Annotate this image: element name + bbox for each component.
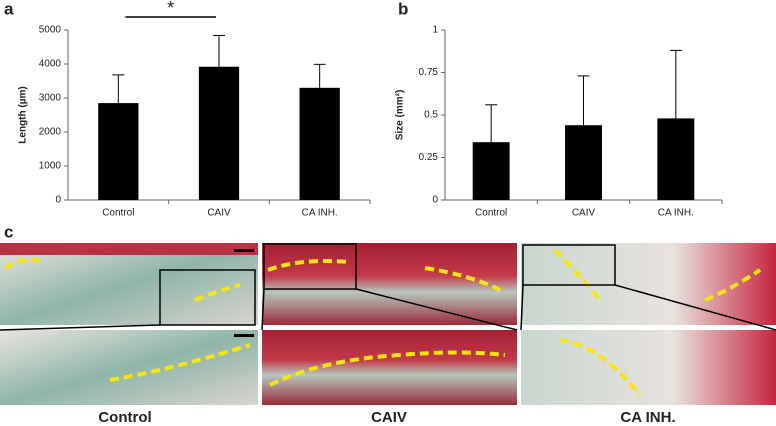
x-tick-label: Control bbox=[102, 208, 134, 219]
y-tick-label: 0 bbox=[55, 195, 61, 206]
x-tick-label: CA INH. bbox=[302, 208, 338, 219]
bar bbox=[657, 118, 695, 200]
y-tick-label: 5000 bbox=[39, 25, 62, 36]
caption: CAIV bbox=[371, 409, 407, 426]
x-tick-label: CA INH. bbox=[658, 208, 694, 219]
y-tick-label: 0.5 bbox=[424, 110, 438, 121]
y-axis-label: Length (µm) bbox=[18, 86, 29, 143]
y-axis-label: Size (mm²) bbox=[395, 90, 406, 141]
y-tick-label: 1000 bbox=[39, 161, 62, 172]
panel-label: a bbox=[4, 0, 14, 18]
bar bbox=[565, 125, 602, 200]
panel-label: b bbox=[398, 0, 408, 18]
x-tick-label: Control bbox=[475, 208, 507, 219]
caption: CA INH. bbox=[620, 409, 675, 426]
bar bbox=[198, 66, 240, 200]
significance-mark: * bbox=[167, 0, 174, 18]
y-tick-label: 2000 bbox=[39, 127, 62, 138]
bar bbox=[472, 142, 510, 200]
y-tick-label: 3000 bbox=[39, 93, 62, 104]
caption: Control bbox=[98, 409, 151, 426]
x-tick-label: CAIV bbox=[572, 208, 596, 219]
histology-images bbox=[0, 243, 776, 405]
y-tick-label: 0.25 bbox=[419, 152, 439, 163]
x-tick-label: CAIV bbox=[207, 208, 231, 219]
y-tick-label: 1 bbox=[432, 25, 438, 36]
y-tick-label: 4000 bbox=[39, 59, 62, 70]
y-tick-label: 0 bbox=[432, 195, 438, 206]
bar bbox=[299, 87, 340, 200]
y-tick-label: 0.75 bbox=[419, 67, 439, 78]
bar bbox=[98, 103, 139, 200]
panel-label: c bbox=[4, 222, 13, 241]
